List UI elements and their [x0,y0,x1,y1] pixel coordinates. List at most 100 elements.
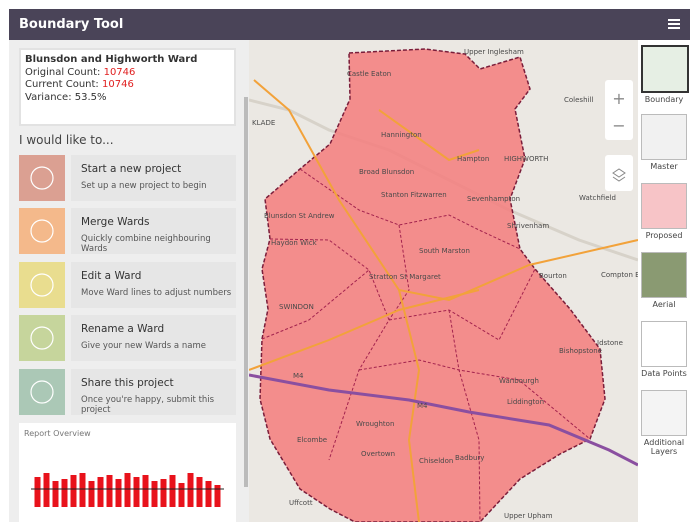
app: Boundary Tool Blunsdon and Highworth War… [9,9,690,522]
bar [124,473,131,507]
bar [205,481,212,507]
action-title: Share this project [81,377,174,389]
action-title: Merge Wards [81,216,150,228]
place-label: Badbury [455,454,484,462]
layer-option[interactable]: Aerial [641,252,687,309]
bar [115,479,122,507]
bar [133,477,140,507]
place-label: Castle Eaton [347,70,391,78]
place-label: Idstone [597,339,623,347]
bar [160,479,167,507]
zoom-box [605,80,633,140]
place-label: Bishopstone [559,347,602,355]
action-icon [19,155,65,201]
layer-label: Boundary [644,95,684,104]
place-label: South Marston [419,247,470,255]
scrollbar[interactable] [244,97,248,487]
zoom-out[interactable]: − [612,116,625,135]
layer-thumb [641,252,687,298]
menu-button[interactable] [668,19,680,21]
report-chart [31,473,224,507]
layer-thumb [641,45,689,93]
layer-option[interactable]: Proposed [641,183,687,240]
place-label: Wroughton [356,420,394,428]
bar [43,473,50,507]
layer-label: Data Points [641,369,687,378]
action-title: Rename a Ward [81,323,165,335]
section-heading: I would like to... [19,133,114,147]
ward-card: Blunsdon and Highworth Ward Original Cou… [19,48,236,126]
place-label: SWINDON [279,303,314,311]
place-label: Chiseldon [419,457,453,465]
icon [30,219,54,243]
icon [30,166,54,190]
action[interactable]: Merge Wards Quickly combine neighbouring … [19,208,236,254]
place-label: Bourton [539,272,567,280]
zoom-in[interactable]: + [612,89,625,108]
place-label: Hampton [457,155,489,163]
layer-thumb [641,321,687,367]
bar [52,481,59,507]
bar [196,477,203,507]
layer-option[interactable]: Data Points [641,321,687,378]
report-title: Report Overview [24,429,91,438]
bar [61,479,68,507]
header: Boundary Tool [9,9,690,40]
icon [30,273,54,297]
place-label: M4 [417,402,428,410]
layer-option[interactable]: Master [641,114,687,171]
layer-label: Additional Layers [643,438,685,456]
action-text: Rename a Ward Give your new Wards a name [71,315,236,361]
place-label: Wanbourgh [499,377,539,385]
action[interactable]: Share this project Once you're happy, sub… [19,369,236,415]
place-label: Sevenhampton [467,195,520,203]
action-icon [19,208,65,254]
place-label: Elcombe [297,436,327,444]
layer-rail: Boundary Master Proposed Aerial Data Points A… [638,40,690,522]
place-label: Overtown [361,450,395,458]
action-icon [19,315,65,361]
action-subtitle: Move Ward lines to adjust numbers [81,288,232,298]
bar [142,475,149,507]
bar [34,477,41,507]
motorway [249,373,638,467]
label: Current Count: [25,79,99,90]
action[interactable]: Edit a Ward Move Ward lines to adjust num… [19,262,236,308]
bar [214,485,221,507]
layers-icon [612,168,626,182]
place-label: Haydon Wick [271,239,318,247]
place-label: Broad Blunsdon [359,168,414,176]
bar [187,473,194,507]
action[interactable]: Rename a Ward Give your new Wards a name [19,315,236,361]
ward-area [259,48,606,522]
bar [97,477,104,507]
map[interactable]: Castle Eaton Upper Inglesham Coleshill Hann… [249,40,638,522]
bar [151,481,158,507]
action[interactable]: Start a new project Set up a new project … [19,155,236,201]
place-label: M4 [293,372,304,380]
icon [30,380,54,404]
bar [106,475,113,507]
bar [178,483,185,507]
layer-label: Aerial [652,300,676,309]
layers-button[interactable] [605,155,633,191]
action-title: Start a new project [81,163,182,175]
place-label: Compton E [601,271,638,279]
action-subtitle: Give your new Wards a name [81,341,206,351]
action-subtitle: Once you're happy, submit this project [81,395,215,415]
layer-option[interactable]: Boundary [641,45,689,104]
place-label: KLADE [252,119,275,127]
action-text: Share this project Once you're happy, sub… [71,369,236,415]
place-label: Liddington [507,398,544,406]
layer-label: Master [650,162,678,171]
layer-thumb [641,183,687,229]
layer-option[interactable]: Additional Layers [641,390,687,456]
bar [70,475,77,507]
place-label: Hannington [381,131,422,139]
action-text: Start a new project Set up a new project … [71,155,236,201]
place-label: Stratton St Margaret [369,273,441,281]
place-label: Upper Inglesham [464,48,524,56]
place-label: Watchfield [579,194,616,202]
bar [88,481,95,507]
action-subtitle: Set up a new project to begin [81,181,207,191]
